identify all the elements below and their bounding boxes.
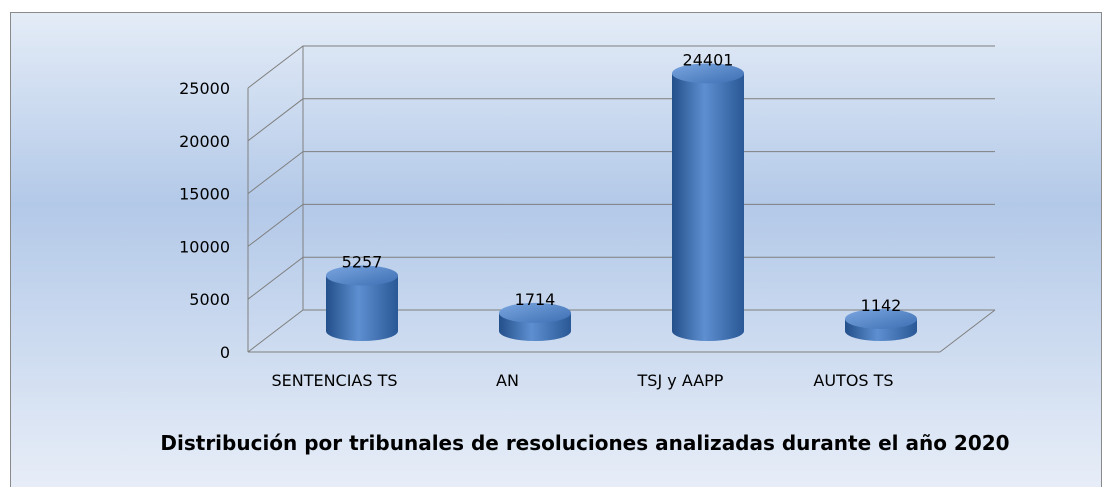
grid-line: [247, 98, 995, 142]
grid-line: [247, 256, 995, 300]
bar: [672, 73, 744, 341]
value-label: 1142: [861, 296, 902, 315]
grid-line: [247, 151, 995, 194]
x-tick-label: TSJ y AAPP: [637, 371, 724, 390]
chart-title: Distribución por tribunales de resolucio…: [160, 431, 1010, 455]
x-tick-label: AUTOS TS: [813, 371, 893, 390]
x-tick-label: AN: [496, 371, 519, 390]
grid-line: [247, 203, 995, 247]
y-tick-label: 25000: [179, 79, 230, 98]
bar-top: [672, 63, 744, 84]
bar-top: [326, 265, 398, 286]
y-tick-label: 10000: [179, 237, 230, 256]
chart-area: [10, 12, 1102, 487]
y-tick-label: 20000: [179, 132, 230, 151]
grid-line: [247, 45, 995, 89]
bar-top: [845, 308, 917, 329]
value-label: 1714: [515, 290, 556, 309]
y-tick-label: 5000: [189, 290, 230, 309]
x-tick-label: SENTENCIAS TS: [271, 371, 397, 390]
y-tick-label: 0: [220, 343, 230, 362]
grid-line: [247, 309, 995, 353]
y-tick-label: 15000: [179, 185, 230, 204]
bar: [326, 275, 398, 341]
bar-top: [499, 302, 571, 323]
value-label: 5257: [342, 252, 383, 271]
value-label: 24401: [683, 50, 734, 69]
floor-line: [939, 309, 996, 353]
